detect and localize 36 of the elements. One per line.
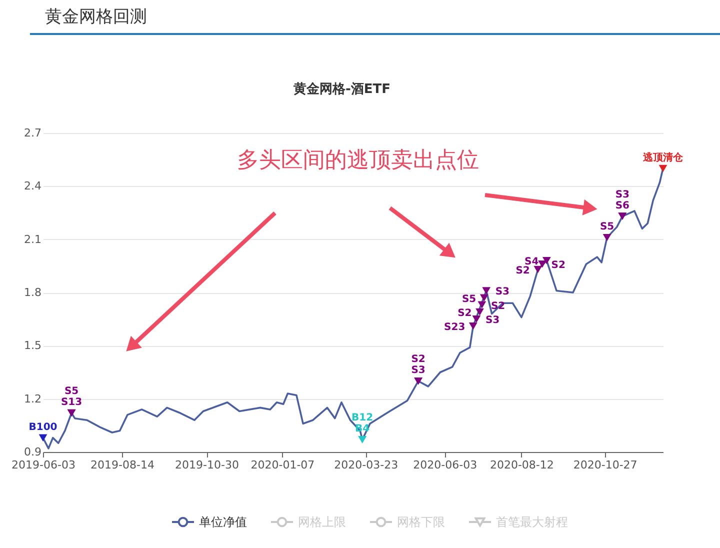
x-tick-label: 2019-08-14 — [90, 458, 154, 472]
chart-subtitle: 黄金网格-酒ETF — [292, 81, 391, 97]
y-tick-label: 1.8 — [24, 286, 42, 299]
data-label: S5 — [64, 386, 79, 398]
chart-title: 黄金网格回测 — [45, 7, 147, 27]
data-label: S5 — [462, 294, 476, 305]
data-label: 逃顶清仓 — [642, 151, 684, 164]
data-label: S2 — [551, 260, 566, 272]
y-tick-label: 2.7 — [24, 126, 42, 140]
data-label: S5 — [600, 222, 614, 233]
data-label: S6 — [615, 200, 630, 212]
legend-label: 单位净值 — [199, 515, 247, 529]
x-tick-label: 2020-10-27 — [573, 458, 638, 472]
annotation: 多头区间的逃顶卖出点位 — [237, 148, 479, 173]
x-tick-label: 2020-03-23 — [334, 458, 398, 472]
y-tick-label: 1.2 — [24, 392, 42, 406]
data-label: S2 — [411, 354, 426, 366]
data-label: S3 — [495, 286, 510, 298]
data-label: B100 — [28, 422, 58, 433]
data-label: S2 — [458, 308, 472, 319]
y-tick-label: 2.4 — [24, 180, 42, 193]
x-tick-label: 2020-08-12 — [490, 458, 554, 472]
data-label: S3 — [485, 315, 500, 326]
data-label: S23 — [444, 322, 466, 334]
x-tick-label: 2019-06-03 — [12, 458, 76, 472]
y-tick-label: 0.9 — [24, 446, 42, 458]
data-label: B12 — [352, 412, 374, 424]
y-tick-label: 1.5 — [24, 339, 42, 352]
x-tick-label: 2020-06-03 — [413, 458, 478, 472]
data-label: S3 — [615, 189, 630, 200]
x-tick-label: 2020-01-07 — [250, 458, 315, 472]
data-label: S2 — [516, 265, 530, 276]
y-tick-label: 2.1 — [24, 232, 42, 246]
data-label: S13 — [60, 397, 82, 408]
data-label: S3 — [411, 365, 426, 376]
x-tick-label: 2019-10-30 — [175, 458, 239, 472]
